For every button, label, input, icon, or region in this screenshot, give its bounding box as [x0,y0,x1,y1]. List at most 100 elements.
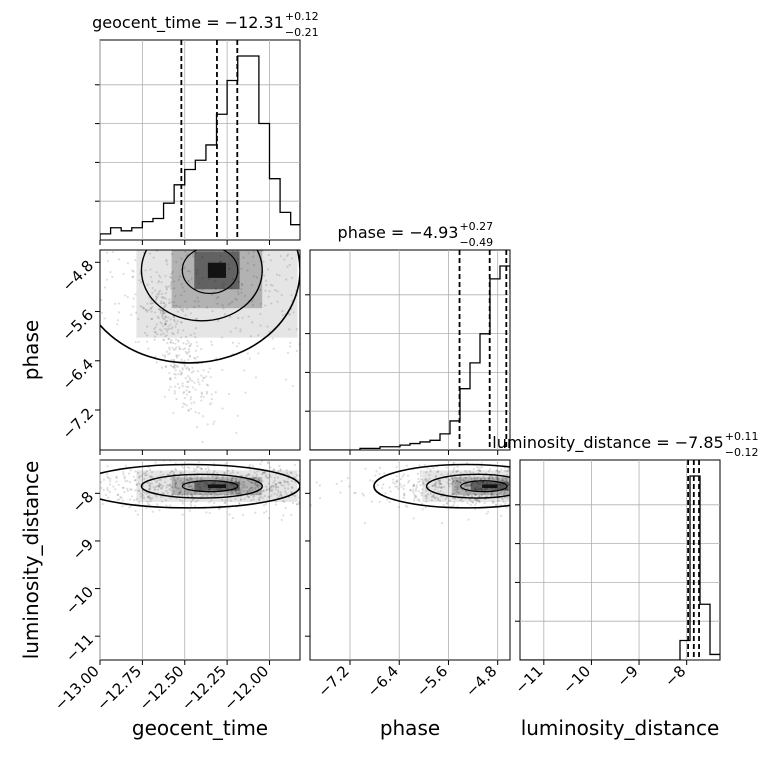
sample-point [487,469,490,473]
sample-point [191,493,194,496]
sample-point [247,252,250,255]
sample-point [213,469,216,473]
sample-point [406,474,410,477]
sample-point [138,501,141,504]
sample-point [258,492,262,495]
sample-point [228,513,231,516]
sample-point [100,512,101,514]
sample-point [264,475,267,478]
sample-point [283,245,285,247]
sample-point [128,506,131,509]
contour-line [100,463,300,509]
sample-point [506,469,509,472]
sample-point [249,481,252,484]
sample-point [184,377,187,380]
sample-point [277,489,280,492]
sample-point [100,486,103,489]
sample-point [505,506,508,509]
sample-point [170,287,173,290]
sample-point [335,482,338,485]
sample-point [179,499,182,502]
sample-point [137,317,140,321]
sample-point [148,496,151,499]
sample-point [170,327,173,330]
sample-point [161,313,164,316]
sample-point [480,466,483,469]
sample-point [239,328,242,331]
sample-point [216,472,219,475]
sample-point [240,482,243,486]
sample-point [492,478,495,481]
sample-point [257,334,260,337]
sample-point [467,494,470,497]
sample-point [249,463,252,466]
sample-point [131,276,134,279]
sample-point [199,242,201,244]
sample-point [259,302,262,305]
sample-point [215,357,218,360]
sample-point [160,322,163,325]
sample-point [185,335,188,339]
sample-point [472,471,475,474]
sample-point [402,487,405,490]
sample-point [315,481,318,484]
sample-point [169,376,172,380]
x-tick-label: −12.25 [178,662,230,714]
sample-point [171,486,174,489]
sample-point [279,468,282,471]
sample-point [478,500,481,503]
sample-point [195,341,198,344]
sample-point [443,485,446,489]
sample-point [517,486,519,488]
sample-point [279,491,282,494]
sample-point [490,495,493,498]
sample-point [506,488,509,492]
sample-point [199,246,201,248]
sample-point [230,479,233,482]
sample-point [464,476,467,479]
sample-point [173,304,176,307]
sample-point [231,300,234,303]
sample-point [123,477,126,480]
sample-point [122,473,125,476]
sample-point [150,476,153,479]
sample-point [156,484,159,487]
sample-point [181,405,184,408]
sample-point [179,488,182,491]
sample-point [456,465,459,468]
sample-point [412,483,415,486]
sample-point [107,496,110,499]
sample-point [272,481,275,484]
sample-point [161,310,165,313]
sample-point [266,476,269,479]
sample-point [184,350,187,354]
sample-point [236,290,239,293]
sample-point [438,486,441,489]
sample-point [470,500,473,503]
sample-point [421,508,424,511]
sample-point [69,509,71,511]
sample-point [419,472,422,475]
sample-point [434,485,437,488]
sample-point [486,495,489,498]
sample-point [193,332,196,335]
sample-point [364,467,367,470]
sample-point [149,268,152,271]
sample-point [400,485,403,488]
sample-point [428,477,431,480]
sample-point [477,475,480,479]
sample-point [160,487,163,490]
sample-point [210,475,214,478]
sample-point [184,300,187,303]
sample-point [132,297,135,300]
sample-point [237,492,240,495]
sample-point [227,303,230,306]
sample-point [179,336,183,339]
sample-point [229,472,232,475]
sample-point [160,366,164,369]
sample-point [273,492,276,495]
title-minus: −0.12 [725,446,759,459]
sample-point [227,478,230,482]
sample-point [507,468,510,471]
